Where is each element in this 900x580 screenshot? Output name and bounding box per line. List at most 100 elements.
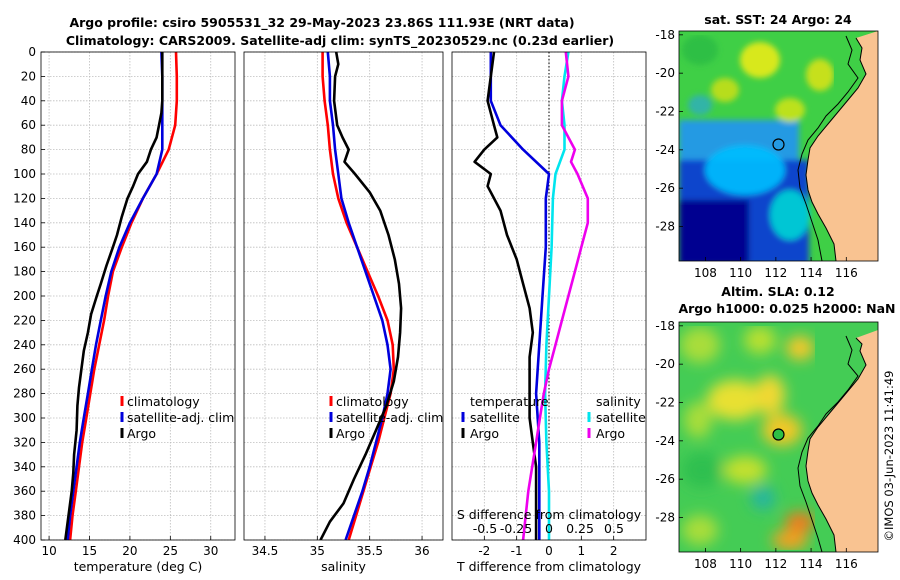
- sst-land: [806, 31, 878, 261]
- salinity-xtick-label: 34.5: [252, 544, 279, 558]
- sla-coastline: [805, 337, 867, 552]
- sst_map-xtick-label: 112: [764, 266, 787, 280]
- sst_map-ytick-label: -22: [655, 105, 675, 119]
- figure-title-line2: Climatology: CARS2009. Satellite-adj cli…: [66, 33, 614, 49]
- salinity-series-group: [319, 52, 403, 540]
- sla_map-ytick-label: -28: [655, 511, 675, 525]
- temperature-xtick-label: 15: [82, 544, 97, 558]
- sst-bathymetry-contour: [797, 35, 859, 261]
- ytick-label: 140: [13, 216, 36, 230]
- figure-title-line1: Argo profile: csiro 5905531_32 29-May-20…: [69, 15, 574, 31]
- temperature-line-satellite-adj-clim: [66, 52, 164, 540]
- s-difference-axis-label: S difference from climatology: [457, 507, 642, 522]
- salinity-panel: 34.5 35 35.5 36 salinity climatologysatellite…: [243, 51, 444, 574]
- sst-map-title: sat. SST: 24 Argo: 24: [704, 12, 852, 27]
- differences-xtick-label: 1: [578, 544, 586, 558]
- sla-argo-marker: [772, 428, 785, 441]
- imos-watermark: ©IMOS 03-Jun-2023 11:41:49: [882, 371, 896, 542]
- sst_map-ytick-label: -26: [655, 181, 675, 195]
- ytick-label: 160: [13, 240, 36, 254]
- ytick-label: 260: [13, 362, 36, 376]
- ytick-label: 340: [13, 460, 36, 474]
- legend-label: satellite: [470, 410, 520, 425]
- differences-xtick-label: 2: [610, 544, 618, 558]
- sla_map-xtick-label: 112: [764, 557, 787, 571]
- temperature-line-climatology: [68, 52, 179, 540]
- differences-xtick-label: -2: [478, 544, 490, 558]
- legend-label: satellite-adj. clim: [127, 410, 234, 425]
- ytick-label: 380: [13, 509, 36, 523]
- differences-xtick-label: -1: [511, 544, 523, 558]
- sst_map-xtick-label: 108: [694, 266, 717, 280]
- sla_map-ytick-label: -20: [655, 357, 675, 371]
- differences-panel: -2 -1 0 1 2T difference from climatology temp…: [451, 51, 647, 574]
- sla_map-xtick-label: 108: [694, 557, 717, 571]
- legend-label: Argo: [127, 426, 156, 441]
- sst_map-ytick-label: -18: [655, 28, 675, 42]
- salinity-line-satellite-adj-clim: [326, 52, 392, 540]
- temperature-xlabel: temperature (deg C): [74, 559, 203, 574]
- salinity-xlabel: salinity: [321, 559, 366, 574]
- sst-map: sat. SST: 24 Argo: 24 108 1: [655, 12, 879, 280]
- ytick-label: 220: [13, 313, 36, 327]
- s-difference-tick-label: 0.5: [604, 521, 624, 536]
- differences-frame: [451, 51, 647, 541]
- legend-label: temperature: [470, 394, 549, 409]
- legend-label: satellite: [596, 410, 646, 425]
- ytick-label: 100: [13, 167, 36, 181]
- sla_map-xtick-label: 114: [800, 557, 823, 571]
- s-difference-tick-label: 0: [545, 521, 553, 536]
- salinity-line-climatology: [321, 52, 396, 540]
- ytick-label: 300: [13, 411, 36, 425]
- differences-line-salinity-argo: [521, 52, 590, 540]
- sla_map-xtick-label: 116: [835, 557, 858, 571]
- sst-argo-marker: [772, 138, 785, 151]
- legend-label: Argo: [470, 426, 499, 441]
- ytick-label: 280: [13, 387, 36, 401]
- ytick-label: 0: [28, 45, 36, 59]
- temperature-series-group: [64, 52, 179, 540]
- sst_map-ytick-label: -20: [655, 66, 675, 80]
- ytick-label: 320: [13, 435, 36, 449]
- temperature-xtick-label: 10: [41, 544, 56, 558]
- sla-map: Altim. SLA: 0.12 Argo h1000: 0.025 h2000…: [655, 284, 895, 571]
- sla_map-ytick-label: -24: [655, 434, 675, 448]
- ytick-label: 180: [13, 265, 36, 279]
- temperature-line-argo: [64, 52, 164, 540]
- ytick-label: 360: [13, 484, 36, 498]
- sla_map-ytick-label: -18: [655, 319, 675, 333]
- ytick-label: 240: [13, 338, 36, 352]
- sst-field: [679, 35, 834, 261]
- sst-coastline: [805, 37, 867, 261]
- sst_map-xtick-label: 110: [729, 266, 752, 280]
- temperature-xtick-label: 20: [122, 544, 137, 558]
- differences-series-group: [473, 52, 590, 540]
- sla-land: [806, 330, 878, 552]
- salinity-xtick-label: 35.5: [356, 544, 383, 558]
- differences-xlabel: T difference from climatology: [456, 559, 642, 574]
- salinity-frame: [243, 51, 444, 541]
- legend-label: satellite-adj. clim: [336, 410, 443, 425]
- sst_map-xtick-label: 114: [800, 266, 823, 280]
- ytick-label: 200: [13, 289, 36, 303]
- legend-label: Argo: [596, 426, 625, 441]
- sla-map-subtitle: Argo h1000: 0.025 h2000: NaN: [678, 301, 895, 316]
- legend-label: salinity: [596, 394, 641, 409]
- sla-bathymetry-contour: [797, 335, 859, 552]
- ytick-label: 400: [13, 533, 36, 547]
- s-difference-tick-label: -0.25: [500, 521, 532, 536]
- ytick-label: 40: [21, 94, 36, 108]
- sla-field: [680, 326, 815, 550]
- temperature-xtick-label: 25: [163, 544, 178, 558]
- s-difference-tick-label: 0.25: [566, 521, 594, 536]
- salinity-line-argo: [319, 52, 403, 540]
- legend-label: climatology: [336, 394, 409, 409]
- differences-xtick-label: 0: [545, 544, 553, 558]
- sst_map-ytick-label: -28: [655, 220, 675, 234]
- ytick-label: 20: [21, 69, 36, 83]
- ytick-label: 120: [13, 191, 36, 205]
- differences-line-temperature-satellite: [489, 52, 551, 540]
- legend-label: Argo: [336, 426, 365, 441]
